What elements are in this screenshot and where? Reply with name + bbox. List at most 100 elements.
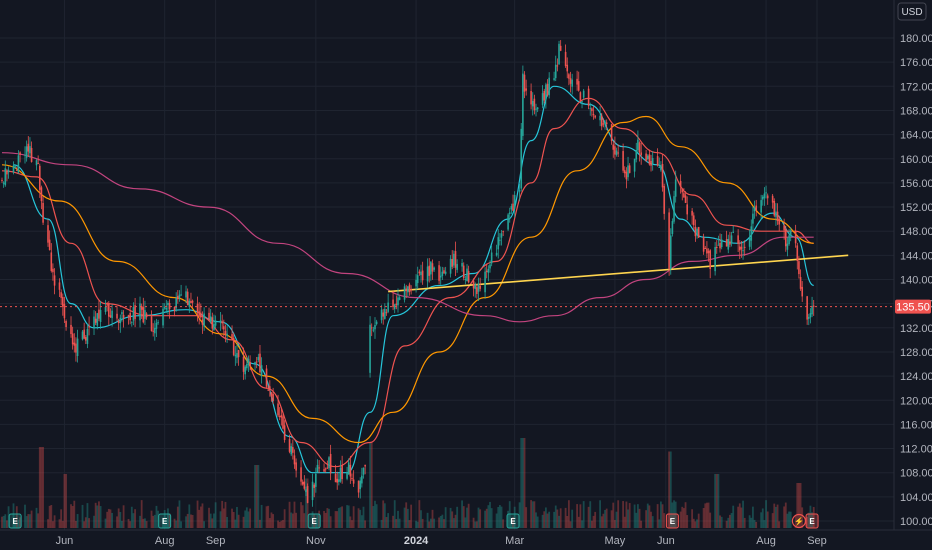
candle[interactable] [369, 316, 371, 378]
candle[interactable] [269, 380, 271, 397]
candle[interactable] [208, 307, 210, 322]
candle[interactable] [226, 325, 228, 343]
candle[interactable] [464, 275, 467, 285]
candle[interactable] [742, 241, 744, 260]
time-axis[interactable] [0, 530, 932, 550]
candle[interactable] [270, 391, 273, 402]
candle[interactable] [738, 240, 741, 260]
candle[interactable] [589, 102, 592, 116]
candle[interactable] [318, 460, 320, 473]
candle[interactable] [374, 317, 376, 339]
candle[interactable] [536, 106, 539, 113]
candle[interactable] [594, 115, 596, 119]
candle[interactable] [794, 224, 797, 248]
candle[interactable] [83, 322, 85, 340]
candle[interactable] [300, 460, 302, 486]
candle[interactable] [696, 227, 698, 239]
candle[interactable] [811, 296, 813, 318]
candle[interactable] [472, 278, 475, 297]
candle[interactable] [122, 310, 125, 328]
candle[interactable] [336, 471, 339, 490]
candle[interactable] [180, 284, 182, 297]
event-marker-earnings-negative[interactable]: E [805, 513, 819, 529]
candle[interactable] [559, 40, 562, 52]
candle[interactable] [246, 357, 248, 371]
candle[interactable] [668, 208, 670, 276]
candle[interactable] [219, 311, 222, 331]
candle[interactable] [637, 130, 639, 153]
candle[interactable] [157, 319, 159, 325]
candle[interactable] [37, 155, 39, 165]
candle[interactable] [707, 248, 710, 262]
candle[interactable] [545, 82, 547, 109]
candle[interactable] [334, 464, 337, 483]
candle[interactable] [602, 118, 605, 128]
candle[interactable] [635, 142, 638, 163]
candle[interactable] [27, 136, 30, 158]
candle[interactable] [806, 295, 808, 325]
candle[interactable] [691, 208, 693, 225]
candle[interactable] [530, 83, 532, 110]
candle[interactable] [352, 470, 355, 487]
candle[interactable] [426, 258, 429, 288]
candle[interactable] [568, 72, 570, 86]
candle[interactable] [798, 256, 800, 279]
candle[interactable] [783, 218, 785, 240]
candle[interactable] [763, 187, 766, 206]
candle[interactable] [75, 337, 77, 362]
candle[interactable] [571, 73, 573, 95]
candle[interactable] [134, 298, 136, 328]
candle[interactable] [260, 357, 263, 384]
candle[interactable] [661, 154, 664, 192]
candle[interactable] [142, 297, 145, 324]
candle[interactable] [740, 241, 743, 258]
candle[interactable] [490, 245, 493, 267]
candle[interactable] [372, 326, 375, 333]
candle[interactable] [25, 140, 28, 162]
candle[interactable] [651, 151, 654, 171]
candle[interactable] [479, 277, 481, 292]
candle[interactable] [706, 241, 708, 259]
candle[interactable] [127, 314, 130, 325]
candle[interactable] [766, 193, 769, 205]
candle[interactable] [683, 188, 685, 199]
candle[interactable] [487, 265, 490, 282]
candle[interactable] [801, 281, 804, 302]
candle[interactable] [415, 274, 417, 293]
candle[interactable] [131, 321, 133, 327]
candle[interactable] [86, 323, 89, 349]
candle[interactable] [761, 194, 764, 206]
candle[interactable] [581, 100, 583, 109]
candle[interactable] [85, 334, 87, 345]
event-marker-earnings[interactable]: E [506, 513, 520, 529]
candle[interactable] [152, 323, 154, 337]
candle[interactable] [73, 333, 76, 353]
candle[interactable] [476, 284, 478, 299]
candle[interactable] [523, 71, 526, 99]
candle[interactable] [569, 71, 572, 93]
candle[interactable] [576, 70, 578, 91]
candle[interactable] [461, 259, 463, 272]
candle[interactable] [554, 55, 557, 82]
candle[interactable] [809, 308, 812, 324]
candle[interactable] [628, 163, 631, 174]
candle[interactable] [610, 123, 613, 145]
candle[interactable] [439, 266, 442, 285]
candle[interactable] [282, 414, 284, 430]
candle[interactable] [351, 473, 353, 481]
candle[interactable] [257, 353, 260, 363]
candle[interactable] [315, 467, 317, 493]
candle[interactable] [525, 79, 527, 96]
candle[interactable] [162, 303, 164, 329]
candle[interactable] [541, 85, 544, 109]
candle[interactable] [410, 285, 412, 295]
price-axis[interactable] [894, 0, 932, 530]
candle[interactable] [430, 261, 432, 281]
candle[interactable] [615, 147, 618, 157]
candle[interactable] [234, 346, 237, 366]
candle[interactable] [729, 231, 731, 248]
event-markers[interactable]: E E E E E ⚡ E [8, 513, 819, 529]
candle[interactable] [242, 347, 245, 380]
candle[interactable] [347, 458, 350, 475]
candle[interactable] [211, 312, 214, 335]
